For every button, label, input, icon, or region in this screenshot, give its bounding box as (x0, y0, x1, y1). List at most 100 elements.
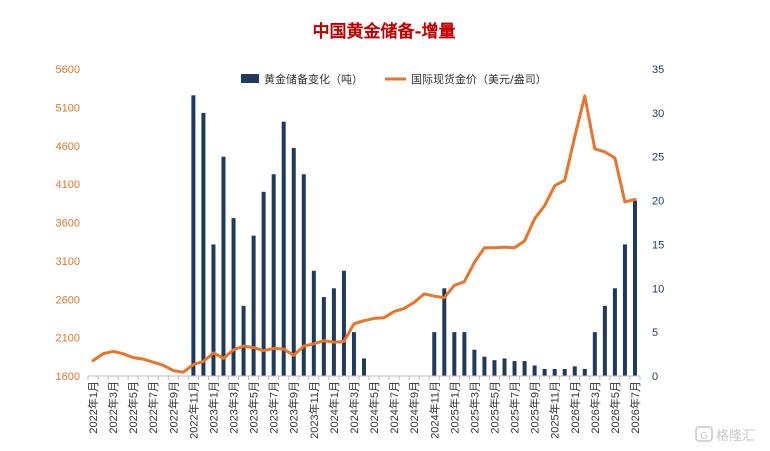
bar (562, 368, 567, 376)
x-axis-tick-label: 2025年7月 (508, 381, 522, 434)
brand-logo-glyph: G (700, 431, 708, 442)
bar (291, 147, 296, 376)
bar (231, 218, 236, 376)
brand-logo-icon (695, 426, 713, 442)
x-axis-tick-label: 2022年5月 (126, 381, 140, 434)
right-axis-tick-label: 0 (652, 371, 658, 383)
x-axis-tick-label: 2024年11月 (427, 381, 441, 439)
bar-series (191, 95, 637, 377)
left-axis-tick-label: 5600 (56, 64, 80, 76)
bar (592, 332, 597, 376)
watermark-text: 格隆汇 (716, 428, 755, 444)
line-series (91, 94, 637, 374)
x-axis-tick-label: 2023年1月 (206, 381, 220, 434)
chart-title: 中国黄金储备-增量 (312, 21, 455, 42)
bar (552, 368, 557, 376)
bar (452, 332, 457, 376)
right-axis-tick-label: 30 (652, 108, 664, 120)
bar (301, 174, 306, 376)
x-axis-tick-label: 2023年5月 (247, 381, 261, 434)
gold-price-line (91, 94, 637, 374)
bar (542, 368, 547, 376)
bar (271, 174, 276, 376)
bar (281, 121, 286, 376)
x-axis: 2022年1月 2022年3月 2022年5月 2022年7月 2022年9月 2022年… (86, 375, 642, 439)
x-axis-tick-label: 2025年3月 (467, 381, 481, 434)
x-axis-tick-label: 2023年3月 (227, 381, 241, 434)
x-axis-tick-label: 2024年7月 (387, 381, 401, 434)
bar (582, 368, 587, 376)
bar (472, 349, 477, 376)
bar (241, 305, 246, 376)
bar (482, 356, 487, 376)
bar (362, 358, 366, 376)
x-axis-tick-label: 2026年7月 (628, 381, 642, 434)
x-axis-tick-label: 2023年9月 (287, 381, 301, 434)
bar (572, 366, 577, 376)
bar (432, 332, 437, 376)
left-axis-tick-label: 3100 (56, 256, 80, 268)
left-axis-tick-label: 2600 (56, 294, 80, 306)
right-axis-tick-label: 5 (652, 327, 658, 339)
right-axis: 0 5 10 15 20 25 30 35 (652, 64, 664, 383)
right-axis-tick-label: 20 (652, 196, 664, 208)
bar (602, 305, 607, 376)
legend-bar-label: 黄金储备变化（吨） (264, 72, 363, 86)
left-axis-tick-label: 3600 (56, 218, 80, 230)
right-axis-tick-label: 35 (652, 64, 664, 76)
x-axis-tick-label: 2022年3月 (106, 381, 120, 434)
bar (462, 332, 467, 376)
right-axis-tick-label: 15 (652, 239, 664, 251)
left-axis-tick-label: 4600 (56, 141, 80, 153)
watermark: G 格隆汇 (695, 426, 755, 444)
bar (612, 288, 617, 376)
x-axis-tick-label: 2023年7月 (267, 381, 281, 434)
left-axis-tick-label: 5100 (56, 102, 80, 114)
left-axis-tick-label: 1600 (56, 371, 80, 383)
left-axis: 1600 2100 2600 3100 3600 4100 4600 5100 5600 (56, 64, 80, 383)
x-axis-tick-label: 2022年9月 (166, 381, 180, 434)
bar (311, 270, 316, 376)
bar (261, 191, 266, 376)
bar (331, 288, 336, 376)
legend: 黄金储备变化（吨） 国际现货金价（美元/盎司） (241, 72, 547, 86)
bar (321, 297, 326, 376)
bar (512, 361, 517, 376)
x-axis-tick-label: 2024年3月 (347, 381, 361, 434)
x-axis-tick-label: 2022年7月 (146, 381, 160, 434)
x-axis-tick-label: 2024年1月 (327, 381, 341, 434)
bar (351, 332, 356, 376)
x-axis-tick-label: 2026年5月 (608, 381, 622, 434)
x-axis-tick-label: 2022年11月 (186, 381, 200, 439)
x-axis-tick-label: 2026年1月 (568, 381, 582, 434)
bar (632, 200, 637, 376)
left-axis-tick-label: 4100 (56, 179, 80, 191)
x-axis-tick-label: 2026年3月 (588, 381, 602, 434)
bar (341, 270, 346, 376)
x-axis-tick-label: 2025年11月 (548, 381, 562, 439)
bar (201, 112, 206, 376)
right-axis-tick-label: 10 (652, 283, 664, 295)
left-axis-tick-label: 2100 (56, 333, 80, 345)
bar (492, 360, 497, 376)
x-axis-tick-label: 2025年5月 (487, 381, 501, 434)
x-axis-tick-label: 2025年1月 (447, 381, 461, 434)
bar (221, 156, 226, 376)
x-axis-tick-label: 2022年1月 (86, 381, 100, 434)
legend-bar-swatch (241, 74, 259, 83)
bar (532, 365, 537, 376)
x-axis-tick-label: 2024年5月 (367, 381, 381, 434)
x-axis-tick-label: 2025年9月 (528, 381, 542, 434)
bar (211, 244, 216, 376)
bar (191, 95, 196, 377)
bar (502, 358, 507, 376)
x-axis-tick-label: 2023年11月 (307, 381, 321, 439)
bar (442, 288, 447, 376)
bar (251, 235, 256, 376)
x-axis-tick-label: 2024年9月 (407, 381, 421, 434)
bar (522, 361, 527, 376)
right-axis-tick-label: 25 (652, 152, 664, 164)
bar (622, 244, 627, 376)
legend-line-label: 国际现货金价（美元/盎司） (411, 72, 547, 86)
